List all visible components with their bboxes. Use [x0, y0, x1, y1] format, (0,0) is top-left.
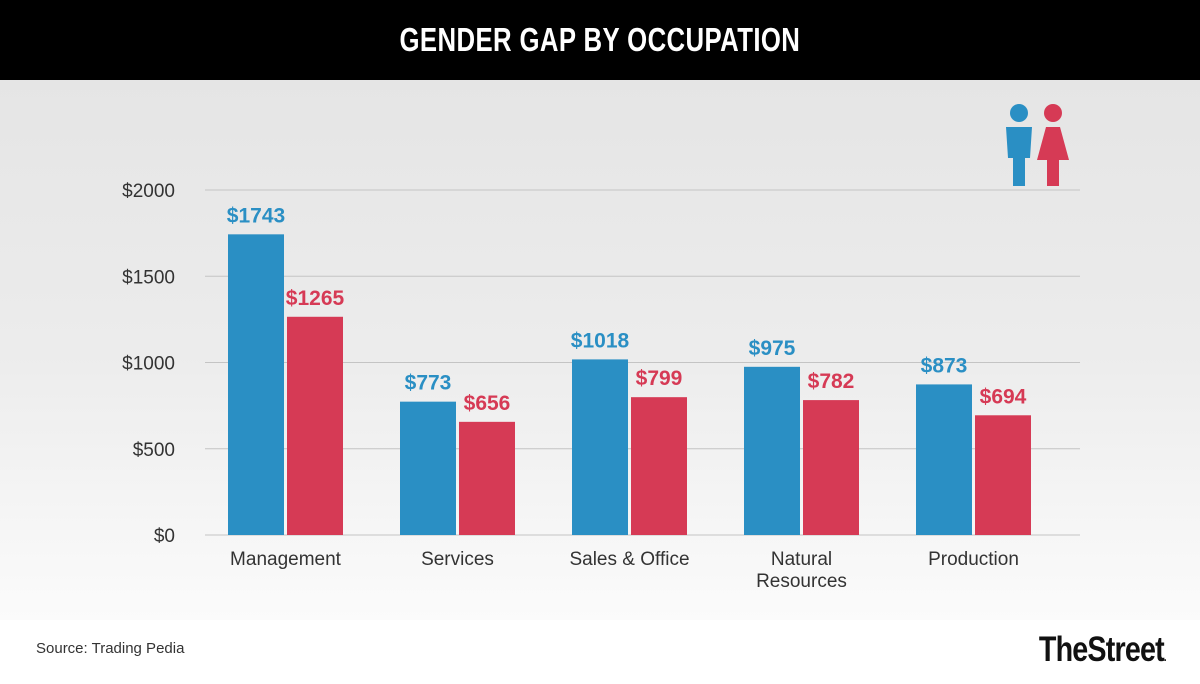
title-bar: GENDER GAP BY OCCUPATION	[0, 0, 1200, 80]
value-label: $773	[405, 372, 452, 395]
footer	[0, 620, 1200, 684]
bar-women-3	[803, 400, 859, 535]
value-label: $1743	[227, 204, 285, 227]
y-tick-label: $2000	[122, 181, 175, 202]
value-label: $1265	[286, 287, 345, 310]
x-tick-label: Production	[928, 549, 1019, 570]
bar-women-0	[287, 316, 343, 535]
brand-logo: TheStreet.	[1039, 630, 1167, 670]
x-tick-label: Natural Resources	[756, 549, 847, 592]
bar-women-1	[459, 421, 515, 535]
male-icon	[1006, 104, 1032, 186]
value-labels: $1743 $1265 $773 $656 $1018 $799 $975 $782 $873 $…	[227, 204, 1027, 415]
bar-men-4	[916, 384, 972, 535]
bar-women-4	[975, 415, 1031, 535]
value-label: $799	[636, 367, 683, 390]
value-label: $694	[980, 385, 1027, 408]
bar-men-1	[400, 401, 456, 535]
y-axis: $0 $500 $1000 $1500 $2000	[122, 181, 175, 547]
y-tick-label: $500	[133, 440, 175, 461]
bars	[228, 234, 1031, 535]
female-icon	[1037, 104, 1069, 186]
value-label: $656	[464, 392, 511, 415]
bar-men-2	[572, 359, 628, 535]
y-tick-label: $0	[154, 526, 175, 547]
x-tick-label: Sales & Office	[569, 549, 689, 570]
value-label: $782	[808, 370, 855, 393]
bar-men-0	[228, 234, 284, 535]
value-label: $975	[749, 337, 796, 360]
brand-dot: .	[1164, 650, 1167, 664]
bar-men-3	[744, 366, 800, 535]
source-note: Source: Trading Pedia	[36, 640, 185, 657]
value-label: $1018	[571, 329, 630, 352]
y-tick-label: $1500	[122, 267, 175, 288]
bar-women-2	[631, 397, 687, 535]
x-tick-label: Management	[230, 549, 342, 570]
legend	[1006, 104, 1069, 186]
brand-name: TheStreet	[1039, 630, 1165, 669]
value-label: $873	[921, 354, 968, 377]
chart-title: GENDER GAP BY OCCUPATION	[399, 21, 801, 58]
y-tick-label: $1000	[122, 354, 175, 375]
x-axis: Management Services Sales & Office Natural R…	[230, 549, 1019, 592]
x-tick-label: Services	[421, 549, 494, 570]
